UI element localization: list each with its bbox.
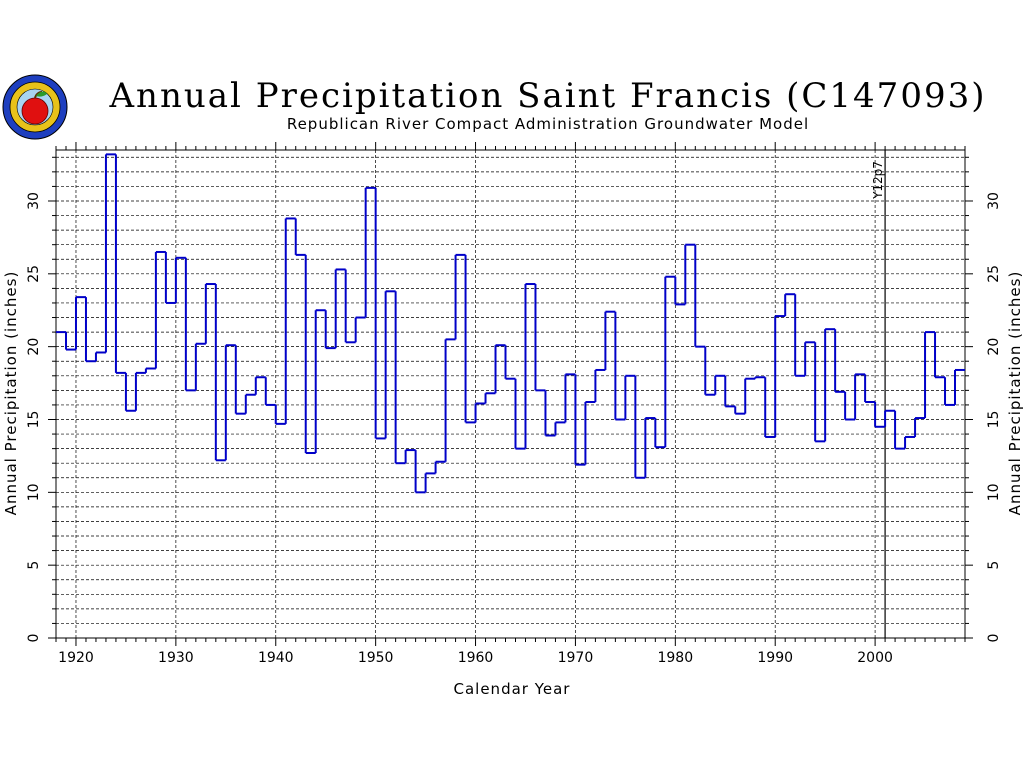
x-tick-label: 1930 xyxy=(158,650,194,666)
x-axis-label: Calendar Year xyxy=(454,680,571,698)
apple-seal-logo xyxy=(2,74,68,140)
x-tick-label: 1940 xyxy=(258,650,294,666)
y-tick-label-right: 5 xyxy=(986,561,1002,570)
series-step-line xyxy=(56,153,965,494)
vertical-marker: Y12p7 xyxy=(871,150,886,638)
chart-title: Annual Precipitation Saint Francis (C147… xyxy=(109,76,987,116)
y-tick-label-left: 30 xyxy=(26,192,42,210)
y-tick-label-left: 0 xyxy=(26,634,42,643)
y-tick-label-right: 0 xyxy=(986,634,1002,643)
x-tick-label: 1950 xyxy=(358,650,394,666)
x-tick-label: 2000 xyxy=(857,650,893,666)
chart-subtitle: Republican River Compact Administration … xyxy=(287,115,809,133)
axes xyxy=(48,142,973,646)
y-tick-label-left: 25 xyxy=(26,265,42,283)
y-tick-label-left: 10 xyxy=(26,483,42,501)
y-tick-label-right: 30 xyxy=(986,192,1002,210)
y-tick-label-left: 15 xyxy=(26,411,42,429)
x-tick-label: 1970 xyxy=(558,650,594,666)
x-tick-labels: 1920 1930 1940 1950 1960 1970 1980 1990 2000 xyxy=(58,650,893,666)
x-tick-label: 1990 xyxy=(757,650,793,666)
y-tick-label-right: 25 xyxy=(986,265,1002,283)
y-tick-label-right: 20 xyxy=(986,338,1002,356)
x-tick-label: 1920 xyxy=(58,650,94,666)
y-axis-label-left: Annual Precipitation (inches) xyxy=(2,271,20,516)
y-tick-label-right: 15 xyxy=(986,411,1002,429)
y-tick-label-left: 20 xyxy=(26,338,42,356)
y-axis-label-right: Annual Precipitation (inches) xyxy=(1006,271,1024,516)
y-tick-labels-right: 0 5 10 15 20 25 30 xyxy=(986,192,1002,642)
x-tick-label: 1980 xyxy=(657,650,693,666)
grid xyxy=(56,150,965,638)
marker-label: Y12p7 xyxy=(871,161,885,200)
y-tick-label-left: 5 xyxy=(26,561,42,570)
y-tick-labels-left: 0 5 10 15 20 25 30 xyxy=(26,192,42,642)
x-tick-label: 1960 xyxy=(458,650,494,666)
y-tick-label-right: 10 xyxy=(986,483,1002,501)
